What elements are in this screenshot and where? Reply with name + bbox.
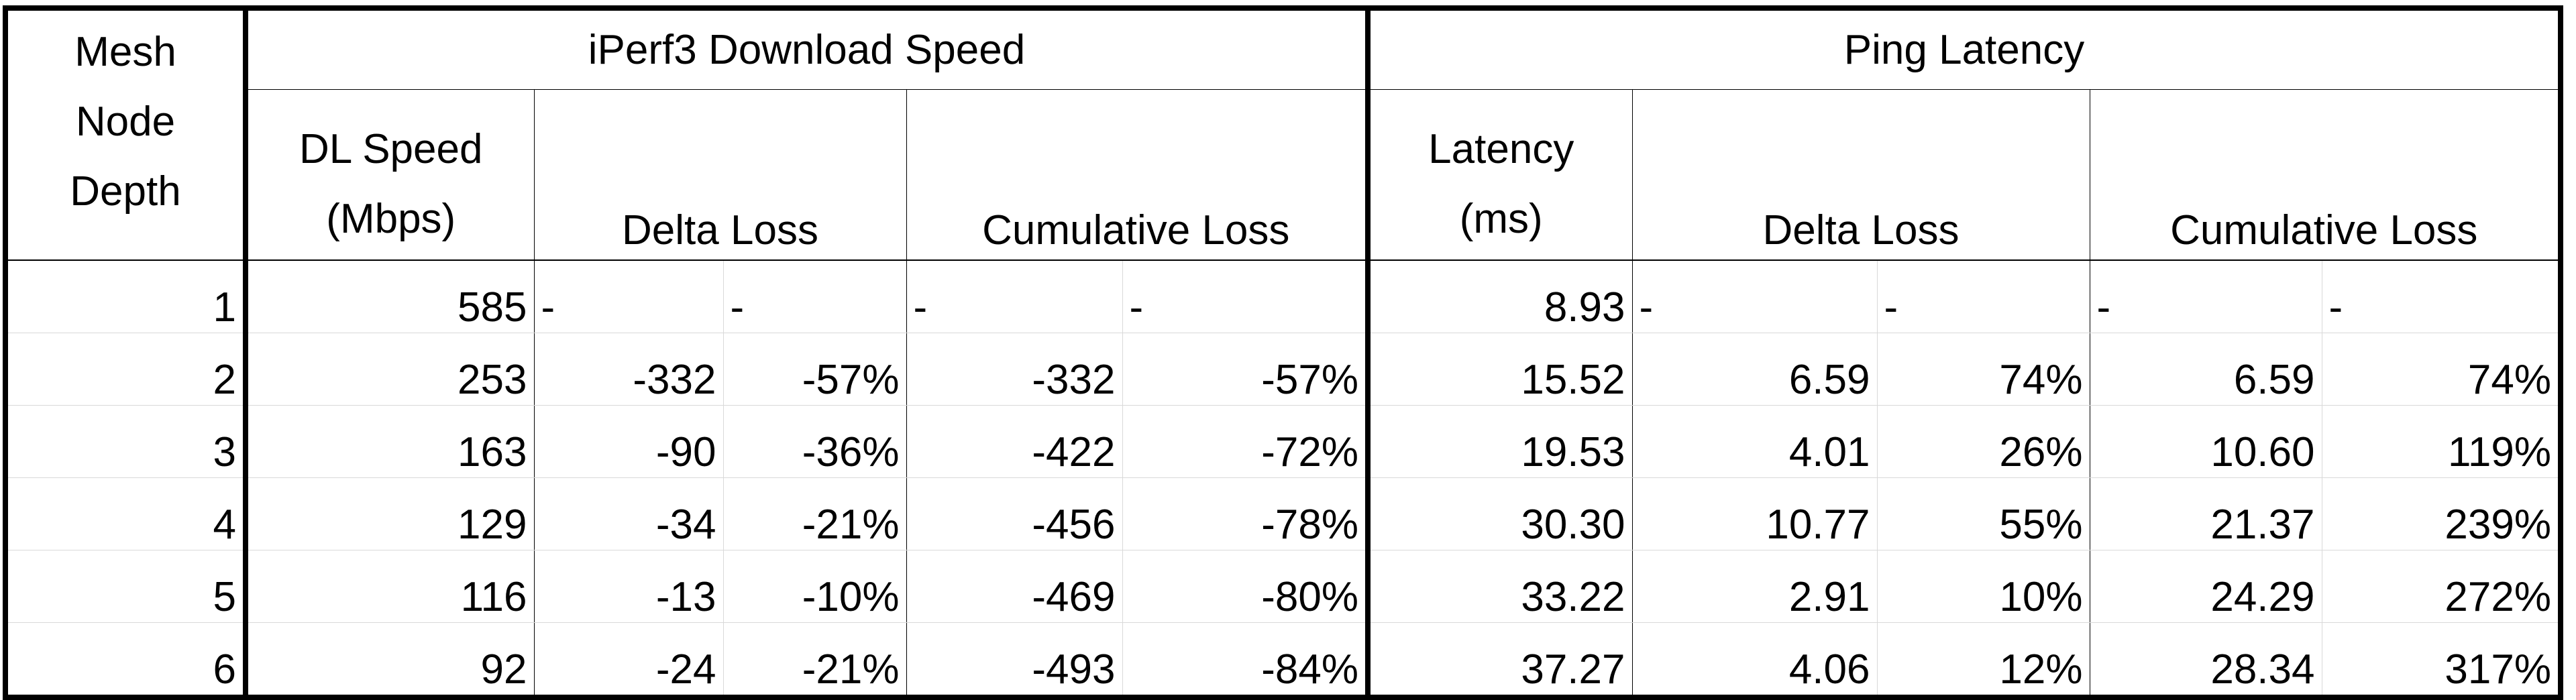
dl-delta-pct-cell: -10% <box>723 550 907 623</box>
dl-delta-abs-cell: -13 <box>534 550 724 623</box>
table-row: 6 92 -24 -21% -493 -84% 37.27 4.06 12% 28.34 317% <box>3 622 2563 700</box>
table-row: 2 253 -332 -57% -332 -57% 15.52 6.59 74% 6.59 74% <box>3 333 2563 406</box>
latency-header-line2: (ms) <box>1459 196 1543 242</box>
latency-cumulative-loss-header: Cumulative Loss <box>2090 89 2563 261</box>
latency-delta-loss-header: Delta Loss <box>1632 89 2090 261</box>
dl-delta-abs-cell: -90 <box>534 405 724 478</box>
dl-delta-pct-cell: - <box>723 260 907 333</box>
dl-cumulative-loss-header: Cumulative Loss <box>906 89 1371 261</box>
lat-delta-abs-cell: 4.01 <box>1632 405 1878 478</box>
mesh-depth-cell: 3 <box>3 405 248 478</box>
dl-cum-pct-cell: - <box>1122 260 1371 333</box>
mesh-depth-cell: 4 <box>3 477 248 550</box>
latency-cell: 15.52 <box>1368 333 1633 406</box>
dl-cum-abs-cell: -493 <box>906 622 1123 700</box>
dl-speed-cell: 253 <box>246 333 535 406</box>
mesh-depth-cell: 5 <box>3 550 248 623</box>
dl-delta-pct-cell: -57% <box>723 333 907 406</box>
dl-delta-abs-cell: -332 <box>534 333 724 406</box>
dl-cum-abs-cell: - <box>906 260 1123 333</box>
lat-cum-pct-cell: 119% <box>2322 405 2563 478</box>
lat-cum-pct-cell: 317% <box>2322 622 2563 700</box>
dl-speed-cell: 585 <box>246 260 535 333</box>
mesh-depth-cell: 2 <box>3 333 248 406</box>
dl-cum-pct-cell: -57% <box>1122 333 1371 406</box>
table-row: 4 129 -34 -21% -456 -78% 30.30 10.77 55% 21.37 239… <box>3 477 2563 550</box>
mesh-header-line2: Node <box>75 99 176 145</box>
latency-cell: 37.27 <box>1368 622 1633 700</box>
latency-header: Latency (ms) <box>1368 89 1633 261</box>
mesh-node-depth-header: Mesh Node Depth <box>3 5 248 261</box>
latency-cell: 33.22 <box>1368 550 1633 623</box>
lat-cum-abs-cell: 10.60 <box>2090 405 2322 478</box>
dl-cum-abs-cell: -456 <box>906 477 1123 550</box>
dl-speed-cell: 116 <box>246 550 535 623</box>
mesh-header-line3: Depth <box>70 168 181 215</box>
iperf-group-header: iPerf3 Download Speed <box>246 5 1371 90</box>
dl-delta-pct-cell: -36% <box>723 405 907 478</box>
mesh-depth-cell: 6 <box>3 622 248 700</box>
dl-cum-abs-cell: -332 <box>906 333 1123 406</box>
dl-speed-header-line1: DL Speed <box>299 126 483 172</box>
dl-delta-pct-cell: -21% <box>723 622 907 700</box>
results-table-container: Mesh Node Depth iPerf3 Download Speed Pi… <box>3 5 2563 700</box>
dl-cum-pct-cell: -84% <box>1122 622 1371 700</box>
mesh-header-line1: Mesh <box>74 29 176 75</box>
dl-delta-abs-cell: -24 <box>534 622 724 700</box>
table-row: 1 585- - - -8.93- - - - <box>3 260 2563 333</box>
dl-cum-abs-cell: -422 <box>906 405 1123 478</box>
lat-cum-abs-cell: - <box>2090 260 2322 333</box>
dl-speed-cell: 92 <box>246 622 535 700</box>
dl-cum-abs-cell: -469 <box>906 550 1123 623</box>
lat-cum-abs-cell: 6.59 <box>2090 333 2322 406</box>
lat-cum-abs-cell: 21.37 <box>2090 477 2322 550</box>
lat-cum-pct-cell: 239% <box>2322 477 2563 550</box>
column-header-row: DL Speed (Mbps) Delta Loss Cumulative Lo… <box>5 89 2563 261</box>
latency-cell: 30.30 <box>1368 477 1633 550</box>
table-row: 5 116 -13 -10% -469 -80% 33.22 2.91 10% 24.29 272% <box>3 550 2563 623</box>
group-header-row: Mesh Node Depth iPerf3 Download Speed Pi… <box>3 5 2563 261</box>
dl-delta-abs-cell: - <box>534 260 724 333</box>
lat-delta-pct-cell: - <box>1877 260 2090 333</box>
dl-cum-pct-cell: -80% <box>1122 550 1371 623</box>
dl-speed-header-line2: (Mbps) <box>326 196 456 242</box>
lat-delta-pct-cell: 55% <box>1877 477 2090 550</box>
lat-delta-abs-cell: - <box>1632 260 1878 333</box>
dl-speed-cell: 129 <box>246 477 535 550</box>
latency-cell: 8.93 <box>1368 260 1633 333</box>
dl-delta-pct-cell: -21% <box>723 477 907 550</box>
lat-delta-abs-cell: 2.91 <box>1632 550 1878 623</box>
ping-group-header: Ping Latency <box>1368 5 2563 90</box>
dl-cum-pct-cell: -72% <box>1122 405 1371 478</box>
lat-cum-pct-cell: 74% <box>2322 333 2563 406</box>
dl-cum-pct-cell: -78% <box>1122 477 1371 550</box>
mesh-results-table: Mesh Node Depth iPerf3 Download Speed Pi… <box>3 5 2563 700</box>
lat-delta-pct-cell: 10% <box>1877 550 2090 623</box>
lat-delta-abs-cell: 10.77 <box>1632 477 1878 550</box>
dl-speed-cell: 163 <box>246 405 535 478</box>
lat-delta-pct-cell: 26% <box>1877 405 2090 478</box>
dl-speed-header: DL Speed (Mbps) <box>246 89 535 261</box>
dl-delta-loss-header: Delta Loss <box>534 89 907 261</box>
dl-delta-abs-cell: -34 <box>534 477 724 550</box>
lat-cum-abs-cell: 24.29 <box>2090 550 2322 623</box>
lat-cum-pct-cell: - <box>2322 260 2563 333</box>
lat-cum-abs-cell: 28.34 <box>2090 622 2322 700</box>
lat-delta-abs-cell: 4.06 <box>1632 622 1878 700</box>
lat-delta-pct-cell: 74% <box>1877 333 2090 406</box>
lat-cum-pct-cell: 272% <box>2322 550 2563 623</box>
latency-cell: 19.53 <box>1368 405 1633 478</box>
table-row: 3 163 -90 -36% -422 -72% 19.53 4.01 26% 10.60 119% <box>3 405 2563 478</box>
lat-delta-abs-cell: 6.59 <box>1632 333 1878 406</box>
lat-delta-pct-cell: 12% <box>1877 622 2090 700</box>
latency-header-line1: Latency <box>1428 126 1574 172</box>
mesh-depth-cell: 1 <box>3 260 248 333</box>
